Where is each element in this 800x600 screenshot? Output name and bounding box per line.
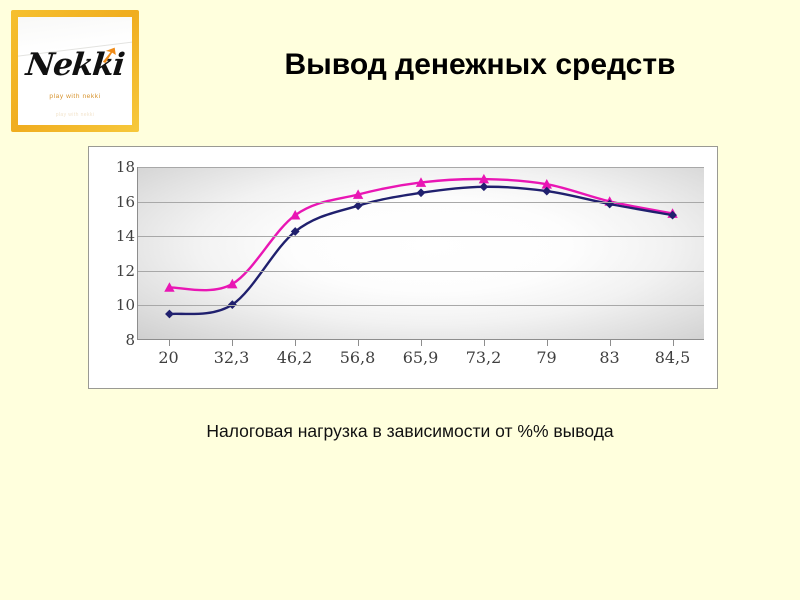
x-axis-tick-mark — [420, 340, 422, 346]
y-axis-tick-label: 14 — [115, 227, 135, 246]
data-point-marker-triangle — [415, 177, 427, 187]
x-axis-tick-label: 32,3 — [213, 348, 250, 367]
data-point-marker-triangle — [478, 173, 490, 184]
data-point-marker-triangle — [227, 278, 238, 289]
logo-card-inner: Nekki ➚ play with nekki play with nekki — [18, 17, 132, 125]
y-axis-tick-label: 16 — [115, 192, 135, 211]
x-axis-tick-label: 56,8 — [339, 348, 376, 367]
gridline — [138, 201, 704, 203]
data-point-marker-diamond — [479, 182, 489, 192]
series-line-diamond — [168, 185, 674, 316]
x-axis-tick-mark — [357, 340, 359, 346]
x-axis-tick-mark — [609, 340, 611, 346]
data-point-marker-triangle — [541, 179, 552, 189]
x-axis-tick-label: 46,2 — [276, 348, 313, 367]
data-point-marker-triangle — [290, 209, 301, 220]
page-title: Вывод денежных средств — [284, 48, 676, 81]
x-axis-tick-mark — [672, 340, 674, 346]
y-axis-tick-label: 12 — [115, 261, 135, 280]
gridline — [138, 270, 704, 272]
chart-caption: Налоговая нагрузка в зависимости от %% в… — [206, 421, 614, 441]
x-axis-tick-label: 79 — [536, 348, 557, 367]
chart-container: 8 10 12 14 16 18 20 32,3 46,2 56,8 65,9 73,2 79 83 84… — [88, 146, 718, 389]
gridline — [138, 305, 704, 307]
x-axis-tick-label: 84,5 — [654, 348, 691, 367]
x-axis-tick-mark — [294, 340, 296, 346]
x-axis-tick-mark — [168, 340, 170, 346]
x-axis-tick-mark — [231, 340, 233, 346]
data-point-marker-diamond — [416, 188, 426, 198]
y-axis-tick-label: 8 — [125, 331, 135, 349]
x-axis-tick-label: 83 — [599, 348, 620, 367]
data-point-marker-triangle — [164, 282, 175, 292]
nekki-logo: Nekki ➚ play with nekki play with nekki — [11, 10, 139, 132]
data-point-marker-diamond — [165, 309, 174, 319]
plot-svg — [164, 173, 678, 319]
logo-tagline: play with nekki — [49, 93, 101, 100]
x-axis-tick-label: 73,2 — [465, 348, 502, 367]
data-point-marker-diamond — [227, 300, 237, 309]
data-point-marker-triangle — [352, 189, 364, 199]
x-axis-tick-label: 20 — [158, 348, 179, 367]
chart-inner: 8 10 12 14 16 18 20 32,3 46,2 56,8 65,9 73,2 79 83 84… — [89, 147, 717, 388]
gridline — [138, 167, 704, 168]
gridline — [138, 236, 704, 238]
x-axis-tick-mark — [546, 340, 548, 346]
x-axis-tick-mark — [483, 340, 485, 346]
data-point-marker-diamond — [542, 186, 552, 196]
plot-area — [137, 167, 704, 340]
y-axis-tick-label: 10 — [115, 296, 135, 315]
data-point-marker-diamond — [353, 201, 363, 211]
x-axis-tick-label: 65,9 — [402, 348, 439, 367]
y-axis-tick-label: 18 — [115, 158, 135, 176]
logo-faint-text: play with nekki — [55, 112, 95, 118]
